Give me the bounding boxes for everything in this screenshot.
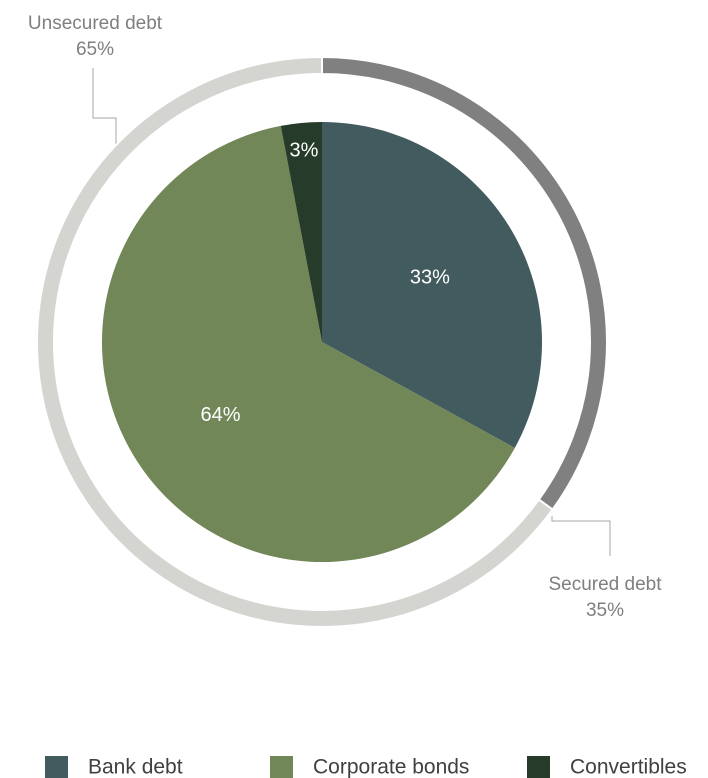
- slice-label: 3%: [290, 140, 319, 162]
- legend-label: Convertibles: [570, 756, 687, 778]
- pie-slice: [101, 125, 515, 563]
- pie-slice: [280, 122, 322, 342]
- ring-category-label: Unsecured debt: [28, 13, 163, 34]
- legend-swatch: [45, 756, 68, 778]
- legend-swatch: [270, 756, 293, 778]
- leader-line: [92, 68, 117, 148]
- ring-segment: [36, 55, 554, 628]
- legend-label: Corporate bonds: [313, 756, 469, 778]
- pie-slice: [322, 122, 542, 448]
- slice-label: 64%: [201, 404, 241, 426]
- ring-category-label: Secured debt: [548, 574, 662, 595]
- leader-line: [551, 516, 611, 556]
- legend-label: Bank debt: [88, 756, 183, 778]
- legend-swatch: [527, 756, 550, 778]
- ring-value-label: 65%: [76, 39, 114, 60]
- slice-label: 33%: [410, 266, 450, 288]
- ring-value-label: 35%: [586, 600, 624, 621]
